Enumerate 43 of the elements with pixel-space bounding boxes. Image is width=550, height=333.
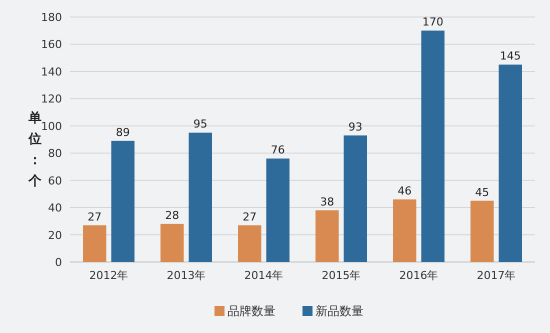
- bar: [188, 132, 212, 262]
- y-tick-label: 20: [48, 228, 62, 242]
- data-label: 46: [398, 184, 412, 198]
- data-label: 170: [422, 16, 444, 29]
- y-axis-title: 单位：个: [28, 110, 42, 189]
- bar: [316, 210, 339, 262]
- bar: [266, 158, 290, 262]
- data-label: 89: [116, 126, 130, 139]
- bar: [393, 199, 416, 262]
- x-tick-label: 2016年: [399, 269, 438, 282]
- data-label: 93: [348, 120, 362, 134]
- x-tick-label: 2014年: [244, 269, 284, 282]
- bar: [498, 64, 522, 262]
- y-tick-label: 100: [41, 120, 62, 133]
- y-tick-label: 60: [48, 174, 62, 188]
- bar: [238, 225, 262, 262]
- bar: [160, 224, 184, 262]
- y-tick-label: 40: [48, 202, 62, 215]
- y-tick-label: 120: [41, 92, 62, 106]
- bar: [83, 225, 106, 262]
- y-tick-label: 80: [48, 147, 62, 160]
- data-label: 45: [475, 186, 490, 199]
- bar: [421, 30, 444, 262]
- data-label: 145: [500, 50, 521, 63]
- data-label: 95: [193, 118, 208, 131]
- y-tick-label: 0: [55, 256, 62, 269]
- legend-label: 品牌数量: [228, 304, 276, 318]
- data-label: 27: [88, 210, 102, 224]
- x-tick-label: 2012年: [89, 269, 128, 282]
- data-label: 28: [165, 208, 180, 222]
- data-label: 27: [242, 210, 257, 224]
- x-tick-label: 2015年: [322, 269, 361, 282]
- bar: [111, 140, 134, 262]
- x-tick-label: 2013年: [166, 269, 206, 282]
- legend-label: 新品数量: [316, 304, 364, 318]
- y-tick-label: 180: [41, 11, 62, 24]
- data-label: 76: [270, 144, 285, 157]
- data-label: 38: [320, 195, 334, 208]
- y-tick-label: 160: [41, 38, 62, 52]
- x-tick-label: 2017年: [476, 269, 516, 282]
- bar: [344, 135, 367, 262]
- y-tick-label: 140: [41, 65, 62, 78]
- bar: [470, 200, 494, 262]
